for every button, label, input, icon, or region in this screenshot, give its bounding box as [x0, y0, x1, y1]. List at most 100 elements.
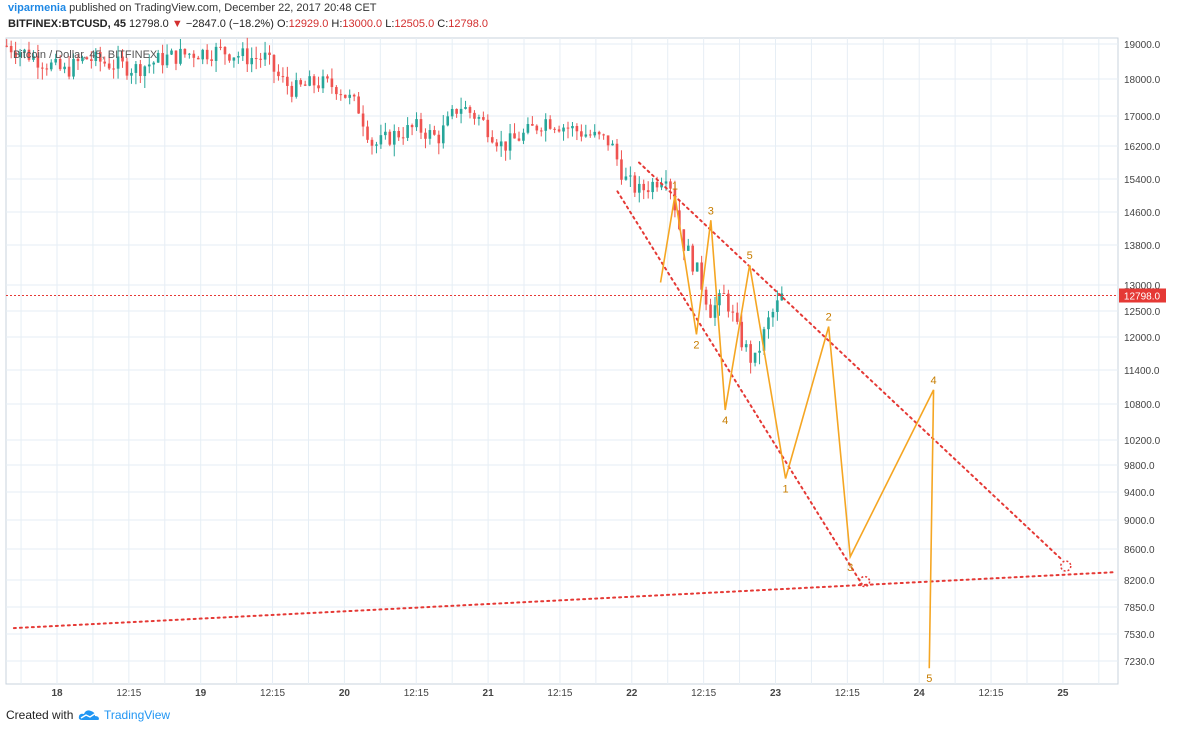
candle-body — [553, 128, 556, 130]
candle-body — [379, 135, 383, 145]
candle-body — [361, 113, 365, 127]
candle-body — [517, 138, 521, 141]
down-arrow-icon: ▼ — [171, 18, 183, 30]
candle-body — [522, 132, 525, 141]
time-tick-label: 24 — [914, 688, 926, 699]
candle-body — [749, 344, 752, 363]
time-tick-label: 12:15 — [404, 688, 429, 699]
candle-body — [615, 143, 619, 160]
candle-body — [339, 94, 343, 96]
candle-body — [250, 58, 254, 65]
candle-body — [566, 127, 570, 129]
candle-body — [143, 66, 147, 77]
plot-area[interactable] — [5, 37, 1119, 685]
price-tick-label: 19000.0 — [1124, 40, 1161, 51]
candle-body — [477, 117, 481, 119]
candle-body — [67, 66, 71, 77]
candle-body — [504, 141, 507, 151]
candle-body — [14, 52, 17, 58]
chart-header: viparmenia published on TradingView.com,… — [0, 0, 1200, 36]
candle-body — [81, 57, 84, 62]
wave-label: 2 — [826, 312, 832, 324]
symbol-label[interactable]: BITFINEX:BTCUSD, 45 — [8, 18, 126, 30]
candle-body — [54, 58, 58, 63]
candle-body — [281, 76, 285, 78]
candle-body — [370, 139, 374, 146]
published-text: published on TradingView.com, December 2… — [69, 2, 377, 14]
candle-body — [384, 131, 387, 136]
candle-body — [165, 54, 169, 66]
price-tick-label: 17000.0 — [1124, 112, 1161, 123]
candle-body — [780, 293, 784, 301]
candle-body — [112, 68, 115, 70]
last-price: 12798.0 — [129, 18, 169, 30]
price-tick-label: 15400.0 — [1124, 175, 1161, 186]
wave-label: 4 — [722, 415, 728, 427]
candle-body — [482, 117, 485, 120]
candle-body — [424, 132, 427, 139]
price-tick-label: 10800.0 — [1124, 400, 1161, 411]
time-tick-label: 23 — [770, 688, 782, 699]
candle-body — [63, 66, 66, 70]
candle-body — [156, 53, 160, 63]
candle-body — [580, 131, 583, 137]
wave-lines[interactable]: 1 2 3 4 5 1 2 3 4 5 — [659, 181, 937, 686]
candle-body — [713, 305, 717, 318]
price-tick-label: 9800.0 — [1124, 461, 1155, 472]
candle-body — [441, 125, 445, 144]
close-value: 12798.0 — [448, 18, 489, 30]
candle-body — [366, 126, 369, 140]
time-tick-label: 21 — [483, 688, 495, 699]
time-tick-label: 12:15 — [691, 688, 716, 699]
candle-body — [459, 108, 463, 114]
price-tick-label: 13800.0 — [1124, 241, 1161, 252]
candle-body — [455, 108, 458, 114]
candle-body — [98, 51, 102, 62]
target-marker — [858, 575, 871, 588]
candle-body — [562, 127, 565, 132]
candle-body — [45, 68, 49, 70]
candle-body — [682, 229, 686, 251]
candle-body — [130, 72, 133, 76]
candle-body — [174, 50, 178, 64]
time-tick-label: 20 — [339, 688, 351, 699]
candle-body — [27, 49, 31, 60]
wave_a-line — [659, 195, 751, 411]
candle-body — [473, 112, 476, 119]
candle-body — [134, 64, 138, 73]
time-tick-label: 12:15 — [835, 688, 860, 699]
candle-body — [388, 131, 392, 145]
wave_b-line — [748, 264, 935, 669]
candle-body — [245, 48, 249, 65]
candle-body — [718, 293, 721, 306]
candle-body — [575, 126, 579, 132]
candle-body — [375, 144, 378, 146]
candle-body — [272, 54, 276, 72]
candle-body — [188, 53, 191, 55]
candle-body — [450, 108, 454, 117]
candle-body — [228, 54, 231, 61]
candle-body — [41, 67, 44, 69]
wave-label: 1 — [672, 181, 678, 193]
candle-body — [277, 71, 280, 77]
candle-body — [223, 46, 227, 55]
candle-body — [584, 134, 588, 137]
close-label: C: — [437, 18, 449, 30]
candle-body — [468, 107, 472, 113]
author-link[interactable]: viparmenia — [8, 2, 67, 14]
candle-body — [535, 125, 539, 131]
candle-body — [664, 181, 668, 184]
price-tick-label: 8600.0 — [1124, 545, 1155, 556]
candle-body — [107, 63, 111, 69]
candle-body — [5, 45, 9, 47]
open-value: 12929.0 — [288, 18, 329, 30]
candle-body — [744, 344, 748, 348]
time-axis[interactable]: 18 12:15 19 12:15 20 12:15 21 12:15 22 12:15 23 12:… — [51, 688, 1068, 699]
price-change: −2847.0 (−18.2%) — [185, 18, 274, 30]
tradingview-brand[interactable]: TradingView — [104, 708, 171, 722]
candle-body — [637, 183, 641, 193]
candle-body — [776, 300, 779, 312]
price-axis[interactable]: 19000.0 18000.0 17000.0 16200.0 15400.0 14600… — [1119, 40, 1166, 668]
candle-body — [771, 311, 775, 318]
